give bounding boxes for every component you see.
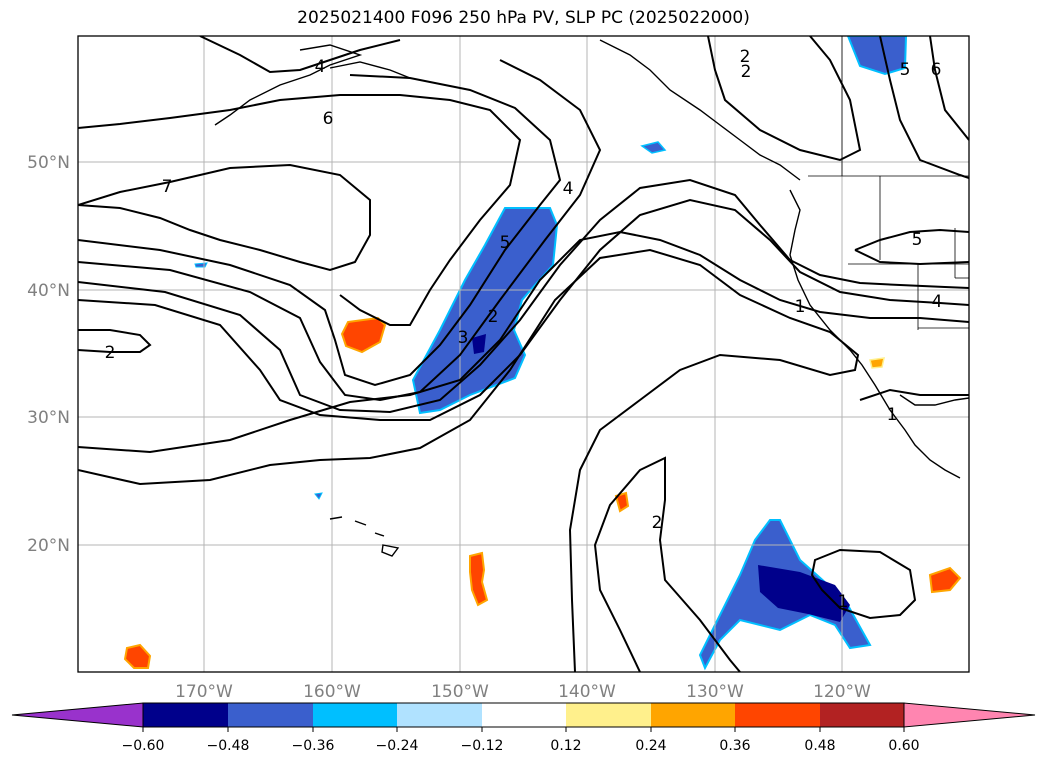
contour-ring-2 [78, 74, 562, 387]
contour-label: 4 [315, 57, 326, 77]
colorbar-frame [142, 702, 905, 728]
colorbar-bin [482, 703, 566, 727]
colorbar-tick-label: 0.48 [804, 738, 835, 754]
map-area: 4 6 7 2 4 5 3 2 2 5 4 1 1 2 1 2 6 5 [78, 36, 969, 672]
contour-label: 1 [887, 405, 898, 425]
contour-low-1 [810, 548, 917, 620]
contour-6 [78, 94, 522, 326]
map-frame [77, 35, 970, 673]
pv-anomaly-southeast-core [758, 565, 850, 622]
contour-label: 2 [488, 307, 499, 327]
contour-ring-3 [78, 59, 602, 402]
contour-label: 5 [900, 60, 911, 80]
contour-ring-4 [78, 178, 969, 414]
colorbar-tick-label: −0.36 [292, 738, 335, 754]
pv-anomaly-positive-6 [869, 357, 885, 369]
colorbar-tick-label: −0.12 [461, 738, 504, 754]
contour-east-5 [854, 228, 969, 266]
contour-labels: 4 6 7 2 4 5 3 2 2 5 4 1 1 2 1 2 6 5 [105, 47, 943, 612]
contour-label: 2 [652, 513, 663, 533]
colorbar-extend-right [903, 702, 1036, 728]
colorbar-tick-label: −0.24 [376, 738, 419, 754]
pv-anomaly-north-negative [846, 36, 908, 76]
coastlines [214, 39, 969, 557]
contour-outer-south [78, 248, 860, 672]
colorbar-bin [313, 703, 397, 727]
colorbar-tick-label: −0.60 [122, 738, 165, 754]
lon-label: 160°W [303, 682, 361, 702]
contour-label: 3 [458, 328, 469, 348]
contour-7 [78, 163, 371, 272]
contour-label: 4 [932, 292, 943, 312]
contour-label: 5 [500, 233, 511, 253]
lat-label: 40°N [27, 281, 70, 301]
contour-label: 1 [838, 592, 849, 612]
pv-positive-anomalies [123, 316, 962, 669]
pv-anomaly-positive-5 [928, 566, 962, 594]
contour-west-2 [78, 329, 152, 353]
contour-label: 2 [741, 62, 752, 82]
longitude-labels: 170°W 160°W 150°W 140°W 130°W 120°W [175, 682, 871, 702]
contour-ring-5 [78, 198, 969, 421]
contour-label: 7 [162, 177, 173, 197]
contour-label: 4 [563, 179, 574, 199]
baja-coast [899, 394, 969, 406]
colorbar-bin [651, 703, 735, 727]
colorbar-bin [735, 703, 820, 727]
slp-contours [78, 36, 969, 672]
lon-label: 170°W [175, 682, 233, 702]
colorbar: −0.60 −0.48 −0.36 −0.24 −0.12 0.12 0.24 … [11, 702, 1036, 754]
lat-label: 50°N [27, 153, 70, 173]
colorbar-tick-label: −0.48 [207, 738, 250, 754]
contour-label: 6 [323, 109, 334, 129]
pv-anomaly-jet-negative [411, 207, 559, 415]
pv-anomaly-positive-3 [614, 491, 630, 513]
contour-label: 1 [795, 297, 806, 317]
alaska-coast [214, 39, 801, 181]
colorbar-bin [397, 703, 482, 727]
pv-anomaly-positive-2 [469, 551, 489, 607]
pv-anomaly-jet-core [472, 334, 486, 354]
contour-4-north [199, 36, 401, 74]
hawaii-islands [329, 516, 400, 557]
colorbar-bin [143, 703, 228, 727]
lat-label: 30°N [27, 408, 70, 428]
contour-center-south-2 [593, 456, 741, 672]
pv-anomaly-small-negative-3 [314, 492, 323, 500]
pv-anomaly-small-negative-1 [640, 141, 667, 154]
contour-label: 5 [912, 230, 923, 250]
pv-negative-anomalies [194, 36, 908, 671]
lon-label: 140°W [558, 682, 616, 702]
lon-label: 130°W [686, 682, 744, 702]
map-title: 2025021400 F096 250 hPa PV, SLP PC (2025… [297, 8, 750, 28]
colorbar-tick-label: 0.24 [635, 738, 666, 754]
lon-label: 120°W [813, 682, 871, 702]
lat-label: 20°N [27, 536, 70, 556]
contour-label: 2 [105, 343, 116, 363]
contour-north-6 [879, 36, 969, 179]
colorbar-bin [228, 703, 313, 727]
colorbar-bin [820, 703, 904, 727]
colorbar-extend-left [11, 702, 144, 728]
north-america-coast [789, 189, 961, 479]
colorbar-bin [566, 703, 651, 727]
contour-east-1 [859, 388, 969, 401]
colorbar-tick-label: 0.60 [888, 738, 919, 754]
latitude-labels: 50°N 40°N 30°N 20°N [27, 153, 70, 556]
contour-north-6b [929, 36, 969, 141]
pv-anomaly-positive-4 [123, 643, 152, 669]
colorbar-ticks [142, 727, 905, 732]
contour-north-2 [707, 36, 862, 162]
colorbar-tick-label: 0.12 [550, 738, 581, 754]
pv-anomaly-small-negative-2 [194, 262, 208, 268]
contour-ring-6 [78, 230, 969, 454]
contour-label: 6 [931, 60, 942, 80]
contour-label: 2 [740, 47, 751, 67]
lon-label: 150°W [431, 682, 489, 702]
colorbar-tick-label: 0.36 [719, 738, 750, 754]
